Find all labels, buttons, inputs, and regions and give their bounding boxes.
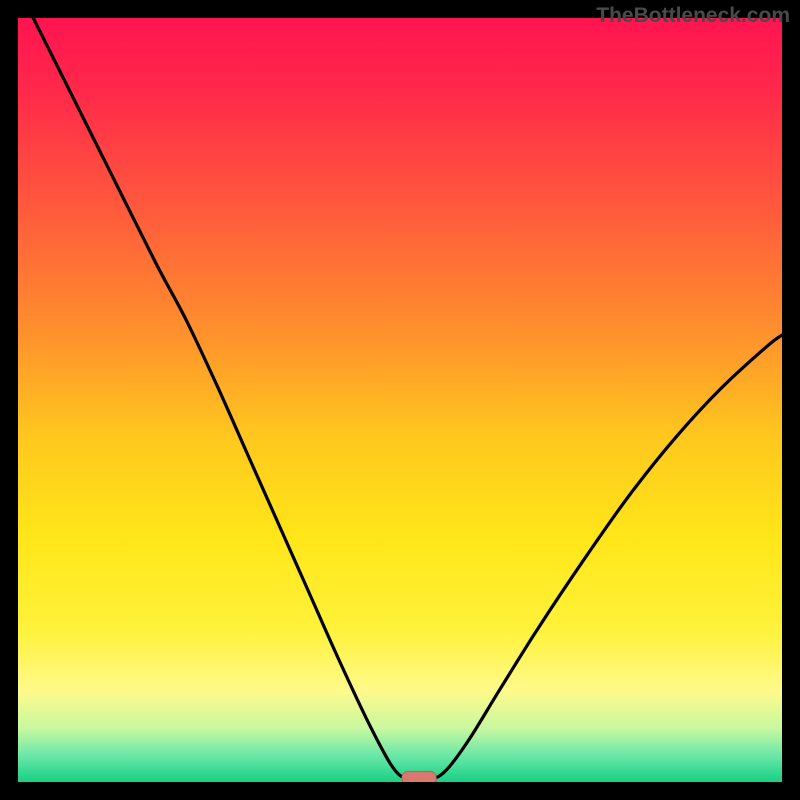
chart-plot-area	[18, 18, 782, 782]
bottleneck-chart	[0, 0, 800, 800]
watermark-text: TheBottleneck.com	[596, 4, 790, 28]
chart-container: TheBottleneck.com	[0, 0, 800, 800]
